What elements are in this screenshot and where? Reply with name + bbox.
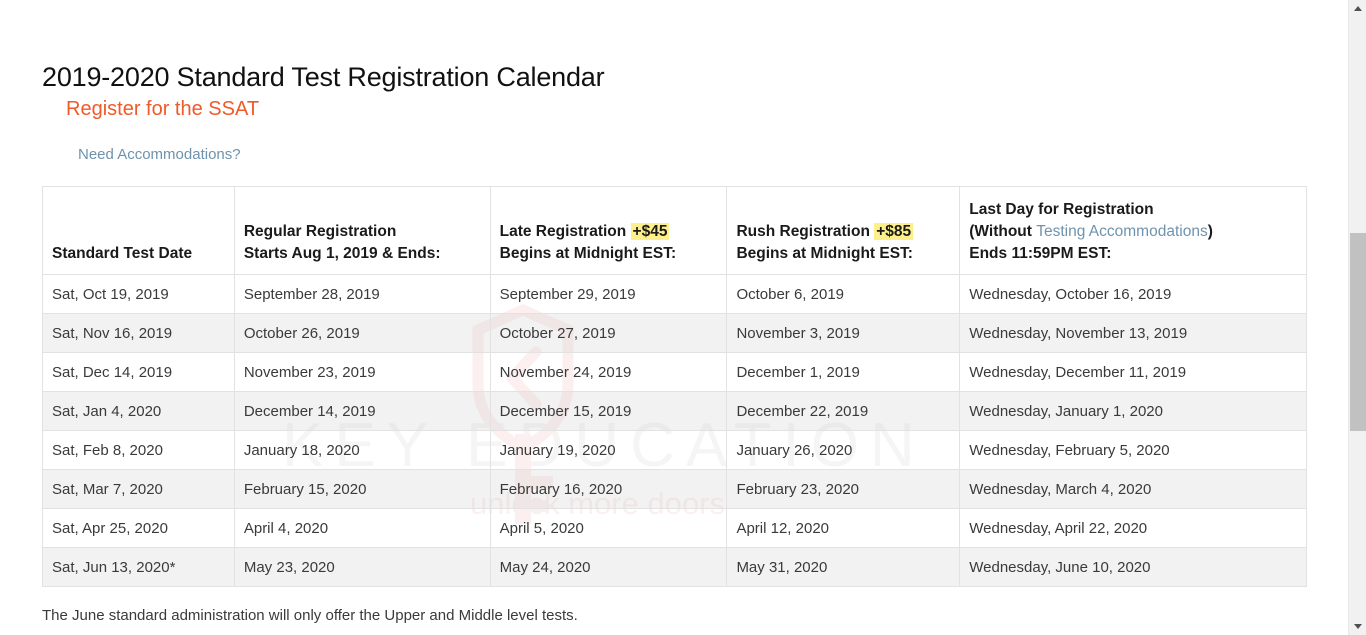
cell-last-day: Wednesday, October 16, 2019 — [959, 274, 1307, 314]
cell-late-registration: October 27, 2019 — [489, 313, 728, 353]
column-header-standard-test-date: Standard Test Date — [42, 186, 235, 275]
table-row: Sat, Apr 25, 2020 April 4, 2020 April 5,… — [42, 508, 1307, 548]
cell-last-day: Wednesday, December 11, 2019 — [959, 352, 1307, 392]
table-row: Sat, Mar 7, 2020 February 15, 2020 Febru… — [42, 469, 1307, 509]
cell-test-date: Sat, Oct 19, 2019 — [42, 274, 235, 314]
header-line: Begins at Midnight EST: — [499, 245, 677, 262]
header-line: Standard Test Date — [52, 245, 193, 262]
column-header-rush-registration: Rush Registration +$85 Begins at Midnigh… — [726, 186, 961, 275]
page-gutter — [1342, 0, 1348, 635]
scrollbar-thumb[interactable] — [1350, 233, 1366, 431]
cell-late-registration: April 5, 2020 — [489, 508, 728, 548]
header-line: (Without Testing Accommodations) — [969, 221, 1296, 243]
cell-late-registration: November 24, 2019 — [489, 352, 728, 392]
cell-last-day: Wednesday, February 5, 2020 — [959, 430, 1307, 470]
cell-regular-registration: December 14, 2019 — [233, 391, 491, 431]
cell-rush-registration: May 31, 2020 — [726, 547, 961, 587]
column-header-regular-registration: Regular Registration Starts Aug 1, 2019 … — [233, 186, 491, 275]
cell-test-date: Sat, Mar 7, 2020 — [42, 469, 235, 509]
cell-rush-registration: December 22, 2019 — [726, 391, 961, 431]
cell-last-day: Wednesday, January 1, 2020 — [959, 391, 1307, 431]
cell-rush-registration: November 3, 2019 — [726, 313, 961, 353]
cell-rush-registration: February 23, 2020 — [726, 469, 961, 509]
column-header-last-day-for-registration: Last Day for Registration (Without Testi… — [959, 186, 1307, 275]
header-line: Ends 11:59PM EST: — [969, 245, 1112, 262]
header-line: Last Day for Registration — [969, 201, 1154, 218]
cell-regular-registration: January 18, 2020 — [233, 430, 491, 470]
header-text: ) — [1207, 223, 1213, 240]
cell-regular-registration: November 23, 2019 — [233, 352, 491, 392]
late-registration-fee-badge: +$45 — [630, 223, 670, 240]
cell-late-registration: September 29, 2019 — [489, 274, 728, 314]
scroll-down-arrow-icon — [1353, 624, 1362, 629]
header-text: Rush Registration — [736, 223, 875, 240]
table-row: Sat, Nov 16, 2019 October 26, 2019 Octob… — [42, 313, 1307, 353]
cell-last-day: Wednesday, November 13, 2019 — [959, 313, 1307, 353]
vertical-scrollbar[interactable] — [1348, 0, 1366, 635]
cell-late-registration: December 15, 2019 — [489, 391, 728, 431]
header-line: Rush Registration +$85 — [736, 221, 949, 243]
table-body: Sat, Oct 19, 2019 September 28, 2019 Sep… — [42, 274, 1307, 587]
test-registration-calendar-table: Standard Test Date Regular Registration … — [42, 186, 1307, 587]
cell-test-date: Sat, Feb 8, 2020 — [42, 430, 235, 470]
cell-test-date: Sat, Jun 13, 2020* — [42, 547, 235, 587]
need-accommodations-link[interactable]: Need Accommodations? — [78, 146, 241, 163]
scroll-down-button[interactable] — [1349, 618, 1366, 635]
header-line: Begins at Midnight EST: — [736, 245, 913, 262]
cell-rush-registration: December 1, 2019 — [726, 352, 961, 392]
table-row: Sat, Oct 19, 2019 September 28, 2019 Sep… — [42, 274, 1307, 314]
cell-last-day: Wednesday, March 4, 2020 — [959, 469, 1307, 509]
table-row: Sat, Feb 8, 2020 January 18, 2020 Januar… — [42, 430, 1307, 470]
cell-last-day: Wednesday, April 22, 2020 — [959, 508, 1307, 548]
header-line: Regular Registration — [243, 223, 397, 240]
rush-registration-fee-badge: +$85 — [874, 223, 914, 240]
table-header: Standard Test Date Regular Registration … — [42, 186, 1307, 275]
table-row: Sat, Jun 13, 2020* May 23, 2020 May 24, … — [42, 547, 1307, 587]
cell-late-registration: February 16, 2020 — [489, 469, 728, 509]
testing-accommodations-link[interactable]: Testing Accommodations — [1036, 223, 1208, 240]
cell-rush-registration: January 26, 2020 — [726, 430, 961, 470]
cell-test-date: Sat, Nov 16, 2019 — [42, 313, 235, 353]
column-header-late-registration: Late Registration +$45 Begins at Midnigh… — [489, 186, 728, 275]
header-text: Late Registration — [499, 223, 631, 240]
cell-rush-registration: October 6, 2019 — [726, 274, 961, 314]
table-row: Sat, Dec 14, 2019 November 23, 2019 Nove… — [42, 352, 1307, 392]
table-header-row: Standard Test Date Regular Registration … — [42, 186, 1307, 275]
header-line: Starts Aug 1, 2019 & Ends: — [243, 245, 441, 262]
cell-late-registration: January 19, 2020 — [489, 430, 728, 470]
table-row: Sat, Jan 4, 2020 December 14, 2019 Decem… — [42, 391, 1307, 431]
cell-test-date: Sat, Apr 25, 2020 — [42, 508, 235, 548]
cell-regular-registration: April 4, 2020 — [233, 508, 491, 548]
page-title: 2019-2020 Standard Test Registration Cal… — [42, 62, 605, 93]
header-text: (Without — [969, 223, 1037, 240]
cell-regular-registration: September 28, 2019 — [233, 274, 491, 314]
cell-regular-registration: May 23, 2020 — [233, 547, 491, 587]
cell-rush-registration: April 12, 2020 — [726, 508, 961, 548]
cell-test-date: Sat, Jan 4, 2020 — [42, 391, 235, 431]
footnote-text: The June standard administration will on… — [42, 607, 578, 624]
scroll-up-arrow-icon — [1353, 6, 1362, 11]
scroll-up-button[interactable] — [1349, 0, 1366, 17]
cell-regular-registration: October 26, 2019 — [233, 313, 491, 353]
cell-last-day: Wednesday, June 10, 2020 — [959, 547, 1307, 587]
cell-test-date: Sat, Dec 14, 2019 — [42, 352, 235, 392]
header-line: Late Registration +$45 — [500, 221, 717, 243]
register-for-ssat-link[interactable]: Register for the SSAT — [66, 98, 260, 120]
cell-regular-registration: February 15, 2020 — [233, 469, 491, 509]
cell-late-registration: May 24, 2020 — [489, 547, 728, 587]
